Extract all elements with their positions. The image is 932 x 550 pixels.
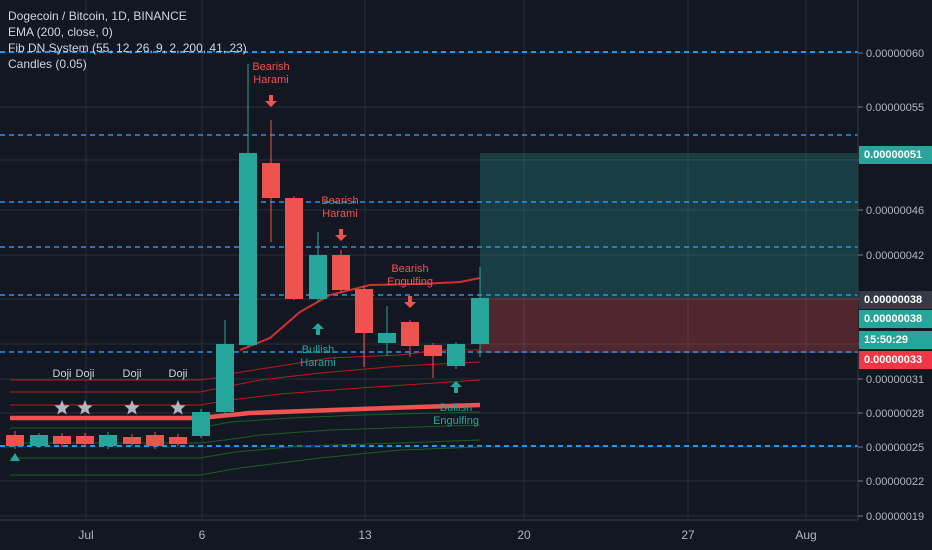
pattern-annotations: Doji Doji Doji DojiBearishHaramiBearishHara… bbox=[10, 61, 479, 461]
price-tick-label: 0.00000025 bbox=[866, 442, 924, 454]
time-axis-label: Jul bbox=[78, 528, 93, 542]
candle-body bbox=[239, 153, 257, 345]
pattern-label: Doji bbox=[53, 368, 72, 380]
doji-star-icon bbox=[124, 400, 140, 415]
candle-body bbox=[355, 289, 373, 333]
bearish-arrow-icon bbox=[404, 296, 416, 308]
candles[interactable] bbox=[6, 64, 489, 449]
price-tag-entry: 0.00000038 bbox=[859, 291, 932, 309]
pattern-label: Engulfing bbox=[433, 415, 479, 427]
fib-levels bbox=[0, 51, 858, 447]
pattern-label: Doji bbox=[76, 368, 95, 380]
candle-body bbox=[424, 345, 442, 356]
fib-band-line bbox=[10, 361, 481, 393]
fib-band-line bbox=[10, 379, 481, 406]
bullish-arrow-icon bbox=[450, 381, 462, 393]
symbol-title[interactable]: Dogecoin / Bitcoin, 1D, BINANCE bbox=[8, 9, 187, 23]
price-tag-countdown: 15:50:29 bbox=[859, 331, 932, 349]
doji-star-icon bbox=[77, 400, 93, 415]
price-tick-label: 0.00000028 bbox=[866, 408, 924, 420]
price-tick-label: 0.00000042 bbox=[866, 250, 924, 262]
indicator-ema[interactable]: EMA (200, close, 0) bbox=[8, 25, 113, 39]
price-tick-label: 0.00000031 bbox=[866, 374, 924, 386]
pattern-label: Bearish bbox=[321, 195, 358, 207]
candle-body bbox=[262, 163, 280, 198]
bearish-arrow-icon bbox=[265, 95, 277, 107]
price-tag-stop: 0.00000033 bbox=[859, 351, 932, 369]
candle-body bbox=[76, 436, 94, 444]
target-zone bbox=[480, 153, 858, 298]
time-axis-label: 13 bbox=[358, 528, 372, 542]
pattern-label: Engulfing bbox=[387, 276, 433, 288]
fib-band-line bbox=[10, 411, 481, 429]
fib-band-line bbox=[10, 439, 481, 459]
candle-body bbox=[53, 436, 71, 444]
candle-body bbox=[123, 437, 141, 444]
buy-signal-icon bbox=[10, 453, 20, 461]
bullish-arrow-icon bbox=[312, 323, 324, 335]
fib-band-line bbox=[10, 424, 481, 444]
price-tick-label: 0.00000046 bbox=[866, 205, 924, 217]
pattern-label: Doji bbox=[169, 368, 188, 380]
candle-body bbox=[378, 333, 396, 343]
price-tick-label: 0.00000022 bbox=[866, 476, 924, 488]
candle-body bbox=[285, 198, 303, 299]
indicator-candles[interactable]: Candles (0.05) bbox=[8, 57, 87, 71]
chart-legend: Dogecoin / Bitcoin, 1D, BINANCE EMA (200… bbox=[8, 8, 247, 72]
doji-star-icon bbox=[54, 400, 70, 415]
candle-body bbox=[192, 412, 210, 436]
pattern-label: Harami bbox=[253, 74, 288, 86]
candle-body bbox=[146, 435, 164, 446]
pattern-label: Bearish bbox=[252, 61, 289, 73]
price-tag-last: 0.00000038 bbox=[859, 310, 932, 328]
candle-body bbox=[6, 435, 24, 446]
indicator-fib[interactable]: Fib DN System (55, 12, 26, 9, 2, 200, 41… bbox=[8, 41, 247, 55]
pattern-label: Harami bbox=[300, 357, 335, 369]
price-tick-label: 0.00000060 bbox=[866, 48, 924, 60]
time-axis-label: Aug bbox=[795, 528, 816, 542]
stop-zone bbox=[480, 298, 858, 353]
fib-band-line bbox=[10, 446, 481, 476]
candle-body bbox=[447, 344, 465, 366]
candle-body bbox=[471, 298, 489, 344]
time-axis-label: 27 bbox=[681, 528, 695, 542]
time-axis-label: 6 bbox=[199, 528, 206, 542]
candle-body bbox=[332, 255, 350, 290]
ema-200-line bbox=[10, 402, 481, 421]
candle-body bbox=[401, 322, 419, 346]
candle-body bbox=[216, 344, 234, 412]
price-tag-target: 0.00000051 bbox=[859, 146, 932, 164]
pattern-label: Bullish bbox=[302, 344, 334, 356]
candle-body bbox=[30, 435, 48, 446]
doji-star-icon bbox=[170, 400, 186, 415]
pattern-label: Doji bbox=[123, 368, 142, 380]
price-tick-label: 0.00000055 bbox=[866, 102, 924, 114]
bearish-arrow-icon bbox=[335, 229, 347, 241]
time-axis-label: 20 bbox=[517, 528, 531, 542]
candle-body bbox=[309, 255, 327, 299]
candle-body bbox=[99, 435, 117, 446]
pattern-label: Harami bbox=[322, 208, 357, 220]
candle-body bbox=[169, 437, 187, 444]
pattern-label: Bullish bbox=[440, 402, 472, 414]
pattern-label: Bearish bbox=[391, 263, 428, 275]
price-tick-label: 0.00000019 bbox=[866, 511, 924, 523]
position-boxes bbox=[480, 153, 858, 353]
